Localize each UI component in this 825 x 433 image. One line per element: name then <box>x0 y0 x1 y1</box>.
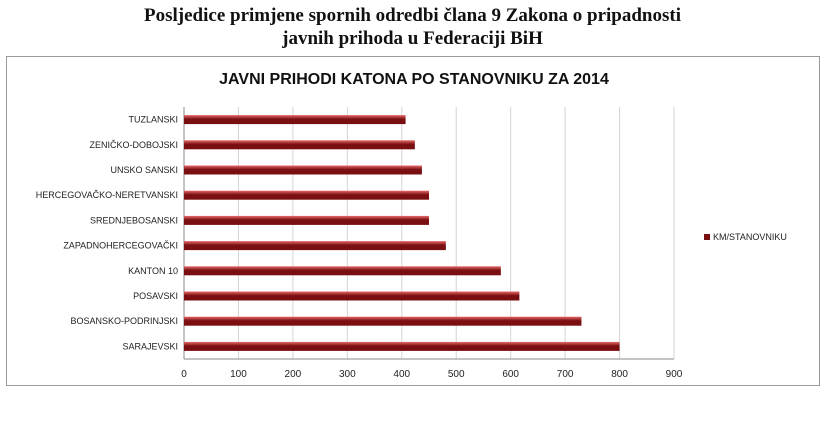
category-label: UNSKO SANSKI <box>110 165 178 175</box>
x-tick-label: 200 <box>285 369 302 380</box>
page-heading-line-1: Posljedice primjene spornih odredbi član… <box>144 5 681 26</box>
bar <box>184 341 620 351</box>
x-axis-ticks: 0 100 200 300 400 500 600 700 800 900 <box>181 369 683 380</box>
category-labels: TUZLANSKI ZENIČKO-DOBOJSKI UNSKO SANSKI HER… <box>36 115 178 352</box>
x-tick-label: 0 <box>181 369 187 380</box>
bar <box>184 266 501 276</box>
legend-swatch <box>704 234 710 240</box>
bars <box>184 115 620 351</box>
bar <box>184 190 429 200</box>
category-label: ZENIČKO-DOBOJSKI <box>89 140 178 150</box>
category-label: TUZLANSKI <box>128 115 178 125</box>
bar <box>184 215 429 225</box>
category-label: POSAVSKI <box>133 291 178 301</box>
x-tick-label: 500 <box>448 369 465 380</box>
x-tick-label: 100 <box>230 369 247 380</box>
chart-title: JAVNI PRIHODI KATONA PO STANOVNIKU ZA 20… <box>219 71 609 88</box>
bar <box>184 291 520 301</box>
category-label: SREDNJEBOSANSKI <box>90 215 178 225</box>
bar <box>184 140 415 150</box>
x-tick-label: 400 <box>393 369 410 380</box>
bar <box>184 115 406 125</box>
chart-frame: JAVNI PRIHODI KATONA PO STANOVNIKU ZA 20… <box>6 56 820 386</box>
bar <box>184 241 446 251</box>
legend: KM/STANOVNIKU <box>704 232 787 242</box>
category-label: BOSANSKO-PODRINJSKI <box>70 316 178 326</box>
bar-chart: JAVNI PRIHODI KATONA PO STANOVNIKU ZA 20… <box>36 71 787 380</box>
category-label: HERCEGOVAČKO-NERETVANSKI <box>36 190 178 200</box>
page-heading-line-2: javnih prihoda u Federaciji BiH <box>282 28 543 49</box>
bar <box>184 165 422 175</box>
bar <box>184 316 582 326</box>
page-heading: Posljedice primjene spornih odredbi član… <box>0 4 825 50</box>
category-label: SARAJEVSKI <box>122 341 178 351</box>
x-tick-label: 600 <box>502 369 519 380</box>
x-tick-label: 700 <box>557 369 574 380</box>
legend-label: KM/STANOVNIKU <box>713 232 787 242</box>
category-label: ZAPADNOHERCEGOVAČKI <box>63 241 178 251</box>
category-label: KANTON 10 <box>128 266 178 276</box>
x-tick-label: 900 <box>666 369 683 380</box>
x-tick-label: 300 <box>339 369 356 380</box>
x-tick-label: 800 <box>611 369 628 380</box>
